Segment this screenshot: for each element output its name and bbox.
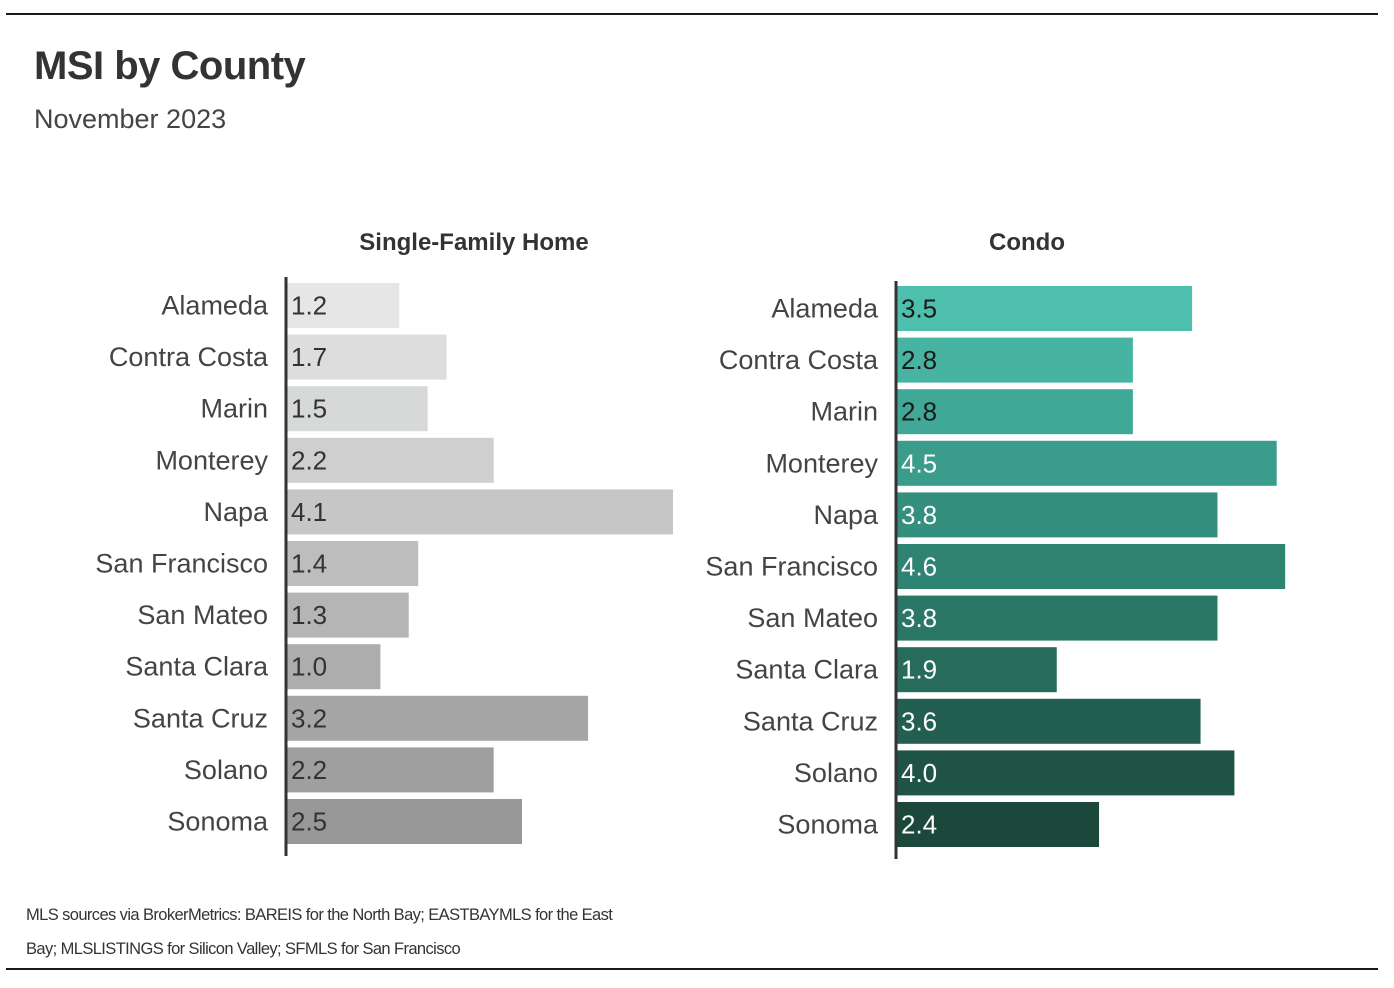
- single-family-value-label: 2.2: [291, 755, 327, 785]
- top-rule: [6, 13, 1378, 15]
- condo-category-label: Sonoma: [777, 810, 879, 840]
- chart-subtitle: November 2023: [34, 104, 227, 134]
- single-family-bar-santa-clara: [286, 644, 381, 690]
- condo-category-label: Marin: [810, 397, 878, 427]
- condo-category-label: Monterey: [765, 448, 878, 478]
- condo-panel-title: Condo: [989, 229, 1065, 256]
- condo-category-label: San Francisco: [705, 552, 878, 582]
- condo-value-label: 1.9: [901, 655, 937, 685]
- single-family-value-label: 3.2: [291, 703, 327, 733]
- single-family-bar-solano: [286, 747, 494, 793]
- condo-bar-san-francisco: [896, 544, 1286, 589]
- condo-category-label: Santa Clara: [735, 655, 879, 685]
- source-footnote: MLS sources via BrokerMetrics: BAREIS fo…: [26, 906, 613, 958]
- condo-category-label: Alameda: [771, 294, 879, 324]
- condo-category-label: Santa Cruz: [743, 706, 878, 736]
- single-family-category-label: Alameda: [161, 291, 269, 321]
- condo-bar-santa-clara: [896, 647, 1057, 693]
- single-family-category-label: Solano: [184, 755, 268, 785]
- condo-category-label: San Mateo: [747, 603, 878, 633]
- single-family-bar-sonoma: [286, 799, 522, 844]
- condo-bar-sonoma: [896, 802, 1100, 847]
- condo-value-label: 4.0: [901, 758, 937, 788]
- single-family-value-label: 2.5: [291, 807, 327, 837]
- single-family-bar-monterey: [286, 437, 494, 483]
- condo-value-label: 2.8: [901, 397, 937, 427]
- chart-title: MSI by County: [34, 44, 306, 88]
- single-family-value-label: 1.5: [291, 394, 327, 424]
- single-family-category-label: Sonoma: [167, 807, 269, 837]
- condo-value-label: 3.8: [901, 500, 937, 530]
- single-family-panel-title: Single-Family Home: [359, 229, 588, 256]
- single-family-bar-marin: [286, 386, 428, 432]
- condo-bar-marin: [896, 389, 1133, 435]
- condo-category-label: Napa: [813, 500, 879, 530]
- single-family-category-label: San Mateo: [137, 600, 268, 630]
- condo-bar-san-mateo: [896, 595, 1218, 641]
- condo-bar-contra-costa: [896, 337, 1133, 383]
- condo-value-label: 3.6: [901, 706, 937, 736]
- condo-bar-solano: [896, 750, 1235, 796]
- single-family-value-label: 4.1: [291, 497, 327, 527]
- single-family-value-label: 1.7: [291, 342, 327, 372]
- condo-value-label: 2.8: [901, 345, 937, 375]
- single-family-value-label: 1.4: [291, 549, 327, 579]
- single-family-bar-alameda: [286, 283, 400, 328]
- condo-bar-alameda: [896, 286, 1193, 331]
- condo-category-label: Contra Costa: [719, 345, 879, 375]
- single-family-bar-san-mateo: [286, 592, 409, 638]
- single-family-category-label: Monterey: [155, 445, 268, 475]
- single-family-category-label: Napa: [203, 497, 269, 527]
- single-family-category-label: Contra Costa: [109, 342, 269, 372]
- single-family-category-label: San Francisco: [95, 549, 268, 579]
- single-family-value-label: 1.0: [291, 652, 327, 682]
- condo-bar-napa: [896, 492, 1218, 538]
- bottom-rule: [6, 968, 1378, 970]
- single-family-bar-san-francisco: [286, 541, 419, 586]
- condo-value-label: 2.4: [901, 810, 937, 840]
- condo-value-label: 3.8: [901, 603, 937, 633]
- condo-value-label: 3.5: [901, 294, 937, 324]
- condo-value-label: 4.5: [901, 448, 937, 478]
- condo-value-label: 4.6: [901, 552, 937, 582]
- condo-bar-santa-cruz: [896, 698, 1201, 744]
- single-family-bar-santa-cruz: [286, 695, 589, 741]
- single-family-category-label: Santa Cruz: [133, 703, 268, 733]
- single-family-category-label: Marin: [200, 394, 268, 424]
- single-family-value-label: 2.2: [291, 445, 327, 475]
- single-family-category-label: Santa Clara: [125, 652, 269, 682]
- single-family-value-label: 1.3: [291, 600, 327, 630]
- condo-bar-monterey: [896, 440, 1277, 486]
- condo-category-label: Solano: [794, 758, 878, 788]
- single-family-bar-contra-costa: [286, 334, 447, 380]
- single-family-bar-napa: [286, 489, 674, 535]
- single-family-value-label: 1.2: [291, 291, 327, 321]
